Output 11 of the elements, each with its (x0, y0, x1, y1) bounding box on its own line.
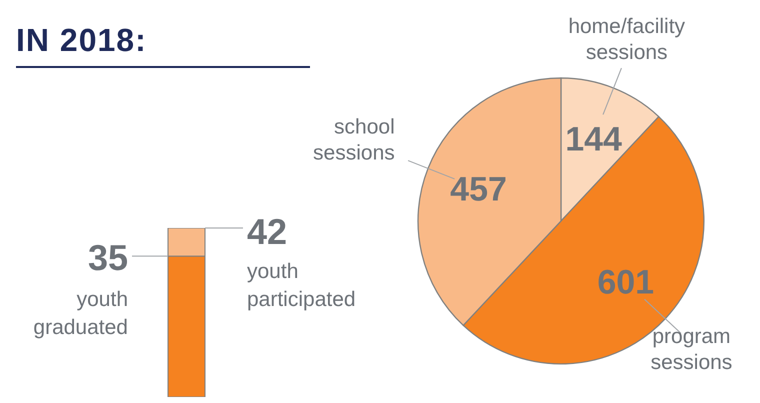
data-label: 457 (450, 170, 507, 208)
data-label: 144 (565, 120, 622, 159)
chart-title: IN 2018: (16, 22, 147, 59)
slice-label: program sessions (650, 325, 732, 374)
data-label: 35 (88, 237, 128, 278)
slice-label: home/facility sessions (568, 14, 686, 64)
slice-label: school sessions (313, 115, 395, 164)
series-label: youth graduated (33, 288, 128, 340)
data-label: 601 (597, 264, 654, 302)
total-label: 42 (247, 211, 288, 252)
text: youth participated (247, 260, 356, 311)
